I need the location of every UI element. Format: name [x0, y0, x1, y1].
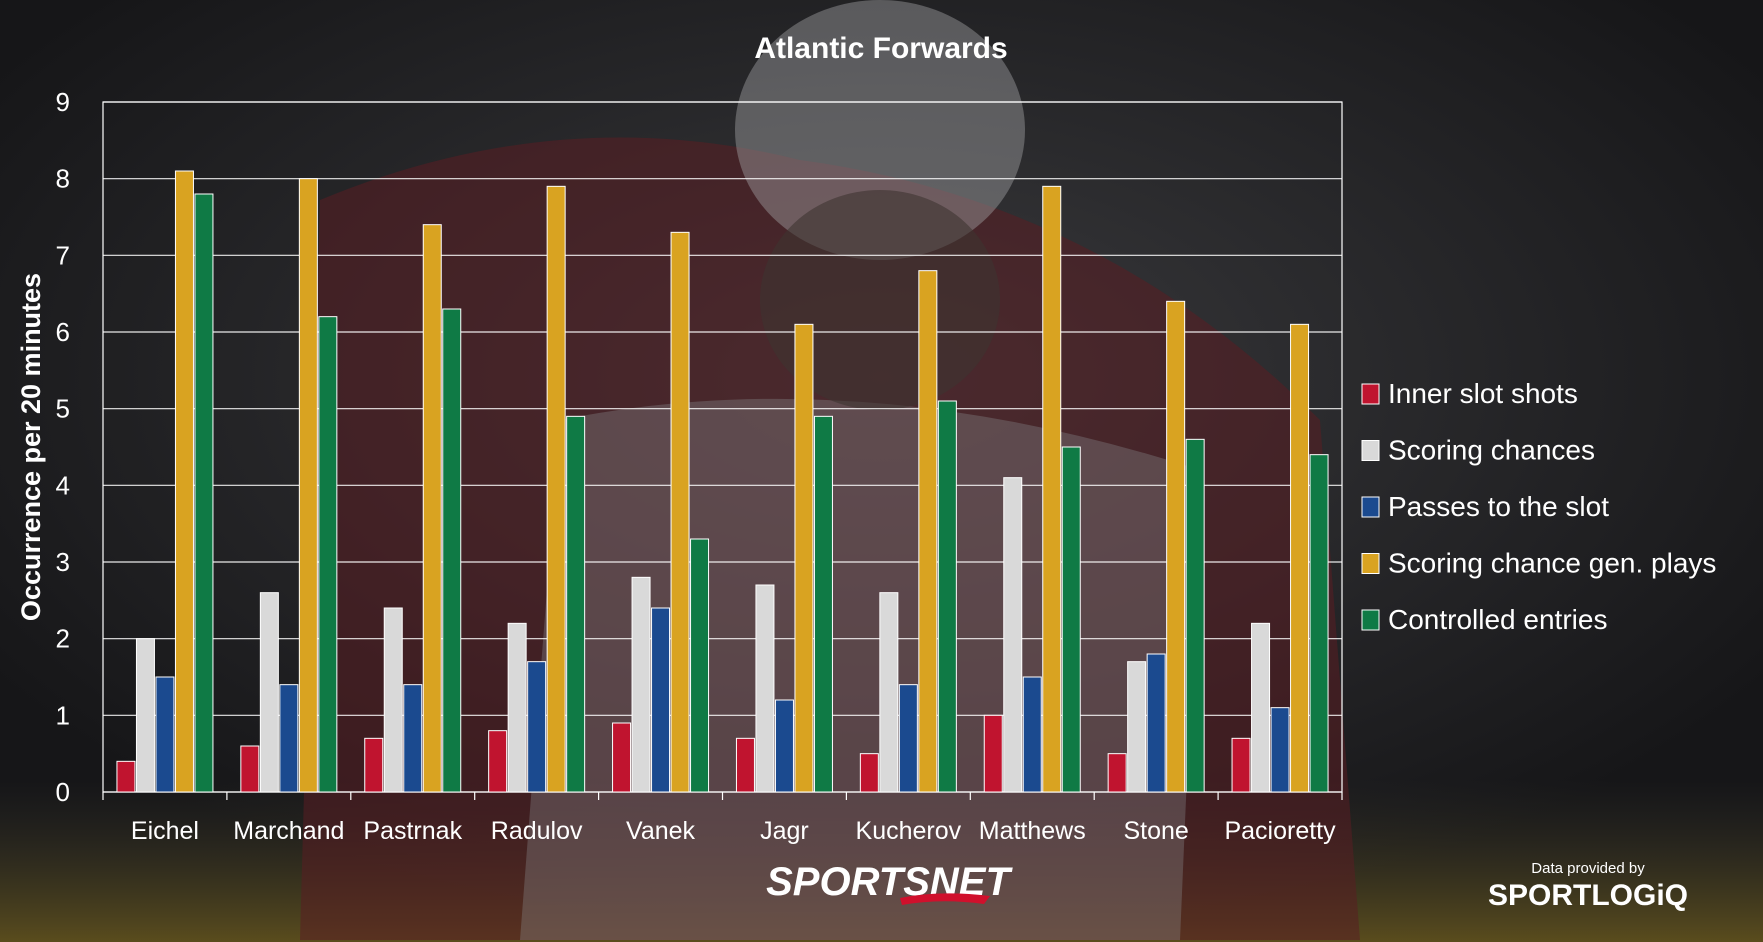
- y-axis-label: Occurrence per 20 minutes: [16, 273, 46, 621]
- bar: [918, 270, 938, 793]
- data-credit: Data provided by SPORTLOGiQ: [1488, 860, 1688, 912]
- bar: [612, 722, 632, 793]
- bar: [507, 622, 527, 793]
- legend-label: Inner slot shots: [1388, 378, 1578, 409]
- legend-label: Scoring chance gen. plays: [1388, 548, 1716, 579]
- bar: [937, 400, 957, 793]
- y-tick-label: 6: [56, 317, 70, 347]
- bar: [174, 170, 194, 793]
- bar: [1251, 622, 1271, 793]
- sportsnet-logo: SPORTSNET: [766, 860, 1013, 905]
- legend-label: Controlled entries: [1388, 604, 1607, 635]
- bar: [566, 415, 586, 793]
- legend-swatch: [1361, 496, 1380, 518]
- bar: [1042, 185, 1062, 793]
- bar: [116, 760, 136, 793]
- plot-area: 0 1 2 3 4 5 6 7 8 9 Eichel Marchand Pastrnak Radulov V…: [56, 87, 1343, 845]
- legend: Inner slot shots Scoring chances Passes to…: [1361, 378, 1716, 635]
- chart-title: Atlantic Forwards: [754, 32, 1007, 65]
- bar: [364, 737, 384, 793]
- bar: [879, 592, 899, 793]
- bar: [755, 584, 775, 793]
- legend-swatch: [1361, 383, 1380, 405]
- y-tick-label: 7: [56, 240, 70, 270]
- player-torso-shape: [520, 398, 1200, 941]
- bar: [813, 415, 833, 793]
- bar: [135, 638, 155, 793]
- bar: [1185, 438, 1205, 793]
- bar: [403, 684, 423, 793]
- x-tick-label: Eichel: [131, 817, 199, 845]
- sportsnet-swoosh-icon: [900, 893, 990, 905]
- bar: [318, 316, 338, 793]
- bar: [1231, 737, 1251, 793]
- bar: [1309, 454, 1329, 793]
- legend-swatch: [1361, 440, 1380, 461]
- x-tick-label: Radulov: [491, 817, 583, 845]
- y-tick-label: 9: [56, 87, 70, 117]
- x-tick-label: Matthews: [979, 817, 1086, 845]
- bar: [690, 538, 710, 793]
- y-tick-label: 4: [56, 470, 70, 500]
- helmet-shape: [735, 0, 1025, 260]
- bar: [1290, 323, 1310, 793]
- bar: [1107, 753, 1127, 793]
- face-shape: [760, 190, 1000, 410]
- bar: [298, 178, 318, 793]
- y-tick-label: 2: [56, 624, 70, 654]
- bar: [194, 193, 214, 793]
- bar: [983, 714, 1003, 793]
- x-tick-label: Stone: [1123, 817, 1188, 845]
- bar: [1270, 707, 1290, 793]
- provider-logo-text: SPORTLOGiQ: [1488, 879, 1688, 912]
- bar: [859, 753, 879, 793]
- bar: [527, 661, 547, 793]
- bar: [546, 185, 566, 793]
- legend-label: Scoring chances: [1388, 435, 1595, 466]
- y-tick-label: 1: [56, 700, 70, 730]
- y-tick-label: 5: [56, 394, 70, 424]
- bar: [155, 676, 175, 793]
- x-tick-label: Marchand: [233, 817, 344, 845]
- bar: [488, 730, 508, 793]
- x-tick-label: Pastrnak: [363, 817, 462, 845]
- y-tick-label: 3: [56, 547, 70, 577]
- bar: [735, 737, 755, 793]
- y-tick-label: 8: [56, 164, 70, 194]
- bar: [898, 684, 918, 793]
- bar: [1146, 653, 1166, 793]
- data-credit-text: Data provided by: [1531, 860, 1645, 877]
- y-tick-label: 0: [56, 777, 70, 807]
- bar: [422, 224, 442, 793]
- bar: [240, 745, 260, 793]
- bar: [383, 607, 403, 793]
- x-tick-label: Kucherov: [856, 817, 962, 845]
- bar: [794, 323, 814, 793]
- bar: [651, 607, 671, 793]
- legend-swatch: [1361, 609, 1380, 631]
- bar: [1061, 446, 1081, 793]
- bar: [1003, 477, 1023, 793]
- legend-swatch: [1361, 553, 1380, 574]
- bar: [279, 684, 299, 793]
- legend-label: Passes to the slot: [1388, 491, 1609, 522]
- bar: [442, 308, 462, 793]
- bar: [631, 576, 651, 793]
- bar: [1127, 661, 1147, 793]
- bar: [1166, 300, 1186, 793]
- x-tick-label: Pacioretty: [1224, 817, 1336, 845]
- x-tick-label: Vanek: [626, 817, 696, 845]
- bar: [670, 231, 690, 793]
- bar: [259, 592, 279, 793]
- x-tick-label: Jagr: [760, 817, 809, 845]
- bar: [774, 699, 794, 793]
- bar: [1022, 676, 1042, 793]
